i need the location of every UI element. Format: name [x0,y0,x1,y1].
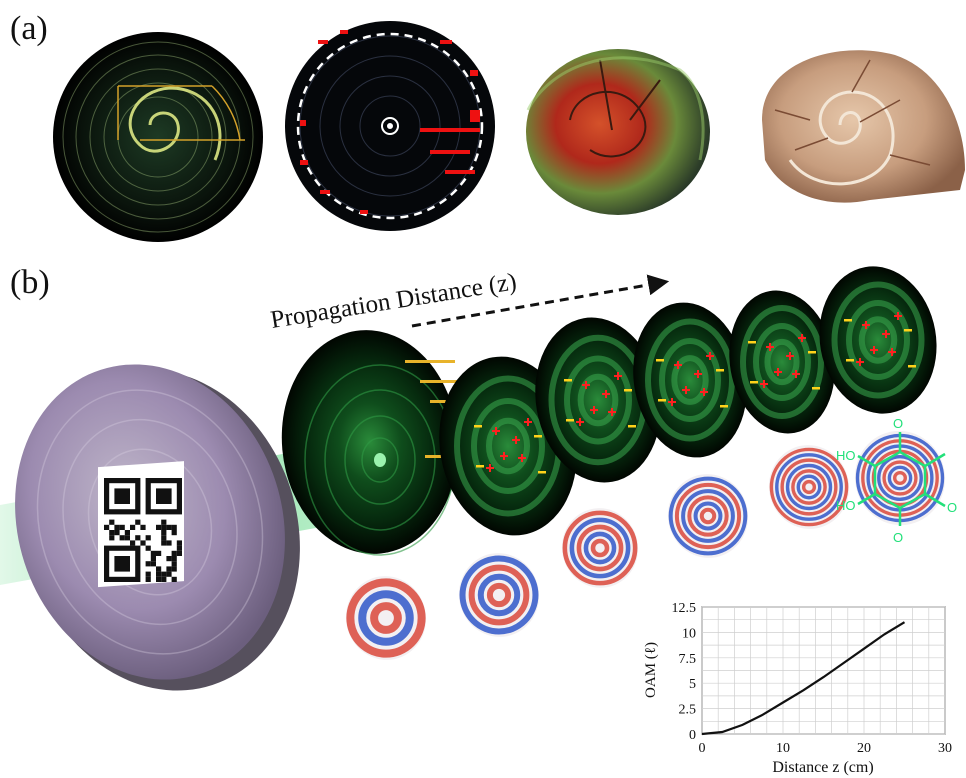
svg-text:O: O [893,416,903,431]
propagation-label: Propagation Distance (z) [269,268,519,334]
molecule-overlay: O O O HO HO [836,416,957,545]
intensity-disk-5 [729,290,835,434]
phase-map-2 [458,553,540,637]
panel-b-label: (b) [10,264,50,301]
chart-xtick-label: 30 [938,741,952,756]
panel-a-fossil-photo [526,49,710,215]
chart-ytick-label: 5 [689,677,696,692]
phase-map-4 [667,474,749,558]
qr-code [98,461,184,588]
intensity-disk-series [439,266,937,536]
phase-map-5 [768,445,850,529]
chart-xtick-label: 20 [857,741,871,756]
chart-ytick-label: 2.5 [679,703,697,718]
phase-map-3 [561,508,639,588]
chart-ytick-label: 0 [689,728,696,743]
propagation-arrow [411,274,670,328]
panel-a-label: (a) [10,10,48,47]
intensity-disk-6 [819,266,937,414]
oam-curve [701,621,906,736]
panel-a-image-1 [53,32,263,242]
oam-chart: 0 10 20 30 0 2.5 5 7.5 10 12.5 Distance z (cm) OA… [643,601,952,776]
svg-text:O: O [947,500,957,515]
chart-xtick-label: 10 [776,741,790,756]
chart-xtick-label: 0 [699,741,706,756]
intensity-disk-4 [633,302,747,458]
panel-a-nautilus-photo [762,50,965,203]
panel-a-image-2 [285,21,495,231]
chart-ytick-label: 7.5 [679,652,697,667]
phase-map-1 [345,576,427,660]
chart-ylabel: OAM (ℓ) [643,642,659,698]
chart-ytick-label: 12.5 [672,601,697,616]
chart-ytick-label: 10 [682,626,696,641]
svg-text:HO: HO [836,498,856,513]
svg-text:HO: HO [836,448,856,463]
svg-text:O: O [893,530,903,545]
phase-map-series [345,430,946,660]
chart-xlabel: Distance z (cm) [772,759,873,776]
